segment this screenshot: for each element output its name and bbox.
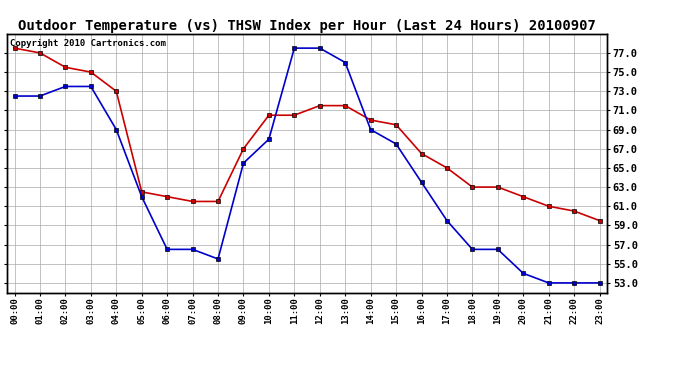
Title: Outdoor Temperature (vs) THSW Index per Hour (Last 24 Hours) 20100907: Outdoor Temperature (vs) THSW Index per … bbox=[18, 19, 596, 33]
Text: Copyright 2010 Cartronics.com: Copyright 2010 Cartronics.com bbox=[10, 39, 166, 48]
